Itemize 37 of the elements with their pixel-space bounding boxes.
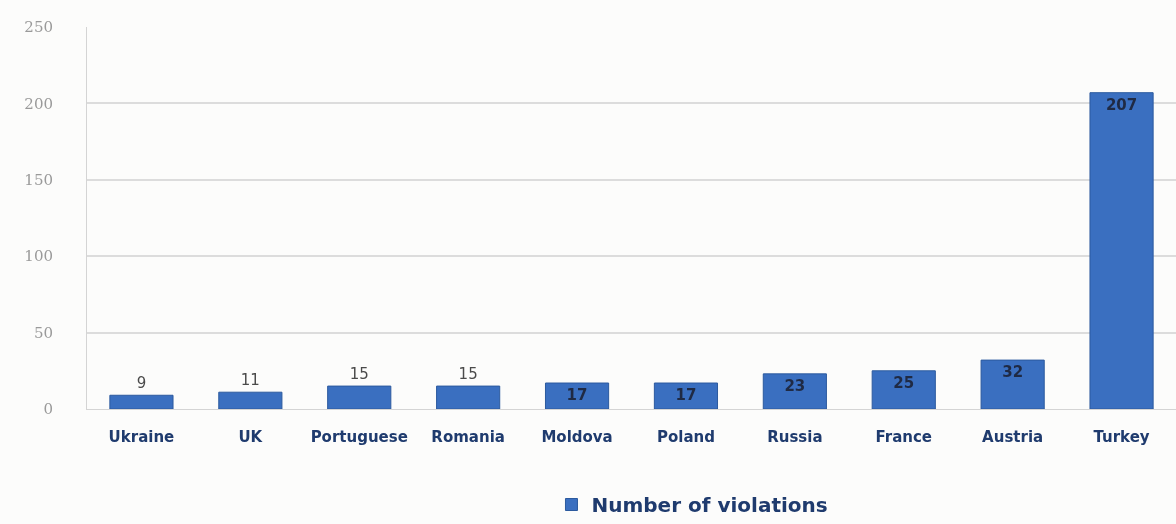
data-label: 11 bbox=[240, 371, 260, 390]
y-tick-label: 200 bbox=[24, 94, 53, 113]
y-tick-label: 250 bbox=[24, 18, 53, 37]
y-tick-label: 150 bbox=[24, 171, 53, 190]
bar bbox=[218, 391, 283, 409]
data-label: 15 bbox=[349, 365, 369, 384]
bar bbox=[762, 373, 827, 409]
bar bbox=[544, 382, 610, 409]
y-tick-label: 0 bbox=[43, 400, 53, 419]
bar bbox=[980, 359, 1045, 409]
x-tick-label: Romania bbox=[431, 428, 505, 446]
x-tick-label: Ukraine bbox=[108, 428, 175, 446]
x-tick-label: Austria bbox=[982, 428, 1044, 446]
x-tick-label: Portuguese bbox=[310, 428, 408, 446]
x-tick-label: Russia bbox=[767, 428, 823, 446]
y-tick-label: 100 bbox=[24, 247, 53, 266]
y-tick-label: 50 bbox=[33, 323, 53, 342]
x-tick-label: France bbox=[875, 428, 933, 446]
data-label: 32 bbox=[1002, 363, 1024, 382]
x-tick-label: Turkey bbox=[1093, 428, 1150, 446]
bar bbox=[653, 382, 719, 409]
x-tick-label: Moldova bbox=[541, 428, 613, 446]
x-tick-label: Poland bbox=[656, 428, 715, 446]
data-label: 17 bbox=[675, 386, 697, 405]
legend-label: Number of violations bbox=[591, 493, 828, 518]
bar bbox=[109, 394, 174, 409]
bar bbox=[327, 385, 392, 409]
data-label: 23 bbox=[784, 376, 806, 395]
bar bbox=[1089, 92, 1154, 409]
data-label: 25 bbox=[893, 373, 915, 392]
bar bbox=[436, 385, 501, 409]
data-label: 15 bbox=[458, 365, 478, 384]
data-label: 207 bbox=[1105, 95, 1138, 114]
bar bbox=[871, 370, 936, 409]
data-label: 17 bbox=[566, 386, 588, 405]
data-label: 9 bbox=[136, 374, 147, 393]
x-tick-label: UK bbox=[238, 428, 264, 446]
